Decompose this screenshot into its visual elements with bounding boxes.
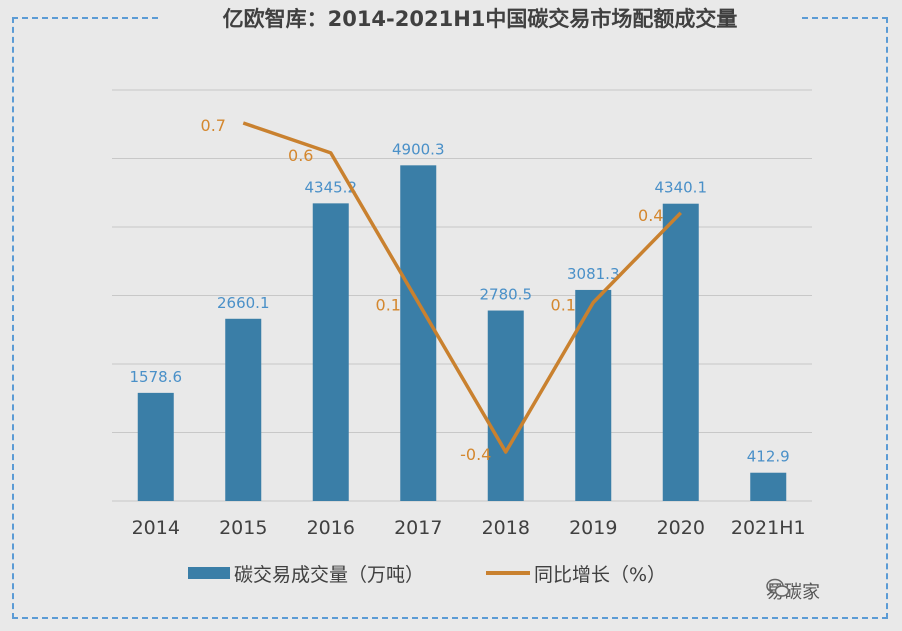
bar-2017 — [400, 165, 437, 501]
line-label-2016: 0.6 — [288, 146, 313, 165]
x-tick-2015: 2015 — [219, 517, 267, 539]
bar-label-2017: 4900.3 — [392, 140, 445, 158]
bar-2021H1 — [750, 472, 787, 501]
chart-title: 亿欧智库：2014-2021H1中国碳交易市场配额成交量 — [160, 4, 800, 34]
line-label-2019: 0.1 — [551, 295, 576, 314]
line-label-2017: 0.1 — [376, 295, 401, 314]
bar-label-2021H1: 412.9 — [747, 448, 790, 466]
bar-2016 — [312, 203, 349, 501]
x-tick-2021H1: 2021H1 — [731, 517, 806, 539]
legend-swatch-line — [486, 571, 530, 575]
legend-item-growth: 同比增长（%） — [486, 558, 666, 588]
watermark: 易碳家 — [766, 578, 820, 604]
bar-label-2019: 3081.3 — [567, 265, 620, 283]
x-tick-2018: 2018 — [482, 517, 530, 539]
bar-label-2020: 4340.1 — [655, 179, 708, 197]
bar-label-2016: 4345.2 — [305, 178, 358, 196]
line-series — [242, 121, 683, 454]
legend-item-volume: 碳交易成交量（万吨） — [188, 558, 424, 588]
bar-label-2018: 2780.5 — [480, 286, 533, 304]
x-tick-2017: 2017 — [394, 517, 442, 539]
growth-line — [242, 121, 683, 454]
x-tick-2020: 2020 — [657, 517, 705, 539]
bar-2015 — [225, 318, 262, 501]
bar-label-2014: 1578.6 — [130, 368, 183, 386]
line-label-2020: 0.4 — [638, 206, 663, 225]
bar-2014 — [137, 392, 174, 501]
x-tick-2016: 2016 — [307, 517, 355, 539]
legend-label-volume: 碳交易成交量（万吨） — [234, 563, 425, 586]
x-axis-labels: 2014 2015 2016 2017 2018 2019 2020 2021H1 — [132, 517, 806, 539]
x-tick-2019: 2019 — [569, 517, 617, 539]
line-data-labels: 0.7 0.6 0.1 -0.4 0.1 0.4 — [201, 116, 664, 464]
bar-label-2015: 2660.1 — [217, 294, 270, 312]
legend-swatch-bar — [188, 567, 230, 579]
line-label-2018: -0.4 — [460, 445, 491, 464]
bar-2018 — [487, 310, 524, 501]
wechat-icon — [766, 578, 790, 597]
bar-data-labels: 1578.6 2660.1 4345.2 4900.3 2780.5 3081.3 4340… — [130, 140, 790, 465]
bar-series — [137, 165, 787, 501]
legend: 碳交易成交量（万吨） 同比增长（%） — [0, 558, 902, 588]
legend-label-growth: 同比增长（%） — [534, 563, 667, 586]
x-tick-2014: 2014 — [132, 517, 180, 539]
bar-2020 — [662, 203, 699, 501]
line-label-2015: 0.7 — [201, 116, 226, 135]
